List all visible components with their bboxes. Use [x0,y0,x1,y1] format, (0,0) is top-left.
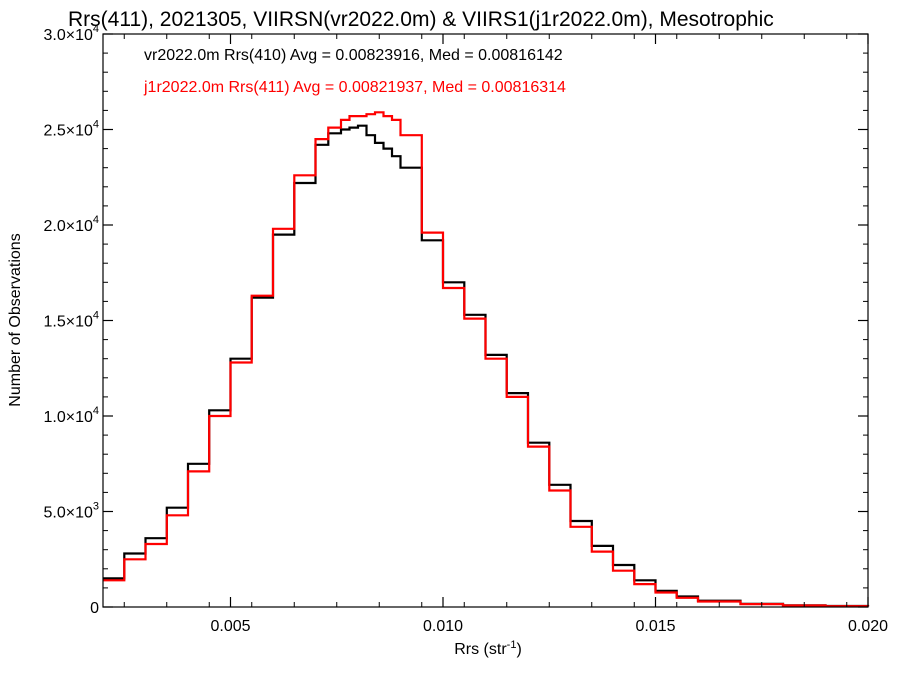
series-line-1 [103,111,870,608]
y-tick-label: 1.0×104 [43,405,99,426]
x-tick-label: 0.015 [635,618,675,635]
series-line-0 [103,124,870,608]
y-axis-label: Number of Observations [7,233,24,406]
x-axis-label: Rrs (str-1) [454,639,522,658]
y-tick-label: 0 [90,600,99,617]
chart-title: Rrs(411), 2021305, VIIRSN(vr2022.0m) & V… [68,8,774,31]
y-tick-label: 1.5×104 [43,310,99,331]
y-tick-label: 2.0×104 [43,214,99,235]
series-layer [103,111,870,608]
y-tick-label: 5.0×103 [43,501,99,522]
x-tick-label: 0.020 [848,618,888,635]
x-tick-label: 0.005 [210,618,250,635]
x-tick-label: 0.010 [423,618,463,635]
legend-entry-j1r2022: j1r2022.0m Rrs(411) Avg = 0.00821937, Me… [143,79,566,96]
y-tick-label: 2.5×104 [43,119,99,140]
legend-entry-vr2022: vr2022.0m Rrs(410) Avg = 0.00823916, Med… [144,47,563,64]
y-tick-label: 3.0×104 [43,23,99,44]
axes-layer: 0.005 0.010 0.015 0.020 0 5.0×103 1.0×104 1.5×1… [43,23,888,635]
